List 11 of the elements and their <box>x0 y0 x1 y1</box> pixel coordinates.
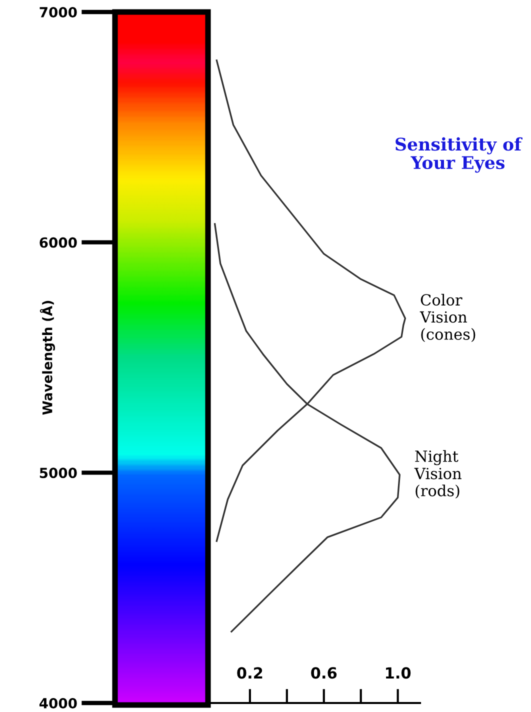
text: Sensitivity of Your Eyes <box>396 137 522 173</box>
series-label: Night Vision (rods) <box>414 450 462 499</box>
series-label: Color Vision (cones) <box>420 294 476 342</box>
y-tick-label: 5000 <box>40 468 77 478</box>
x-tick-label: 1.0 <box>386 667 411 679</box>
y-tick-label: 7000 <box>40 6 77 18</box>
y-tick-label: 4000 <box>39 698 77 708</box>
y-axis-title: Wavelength (Å) <box>40 300 55 415</box>
y-tick-label: 6000 <box>40 237 77 248</box>
x-tick-label: 0.2 <box>237 667 262 679</box>
x-tick-label: 0.6 <box>311 667 337 679</box>
